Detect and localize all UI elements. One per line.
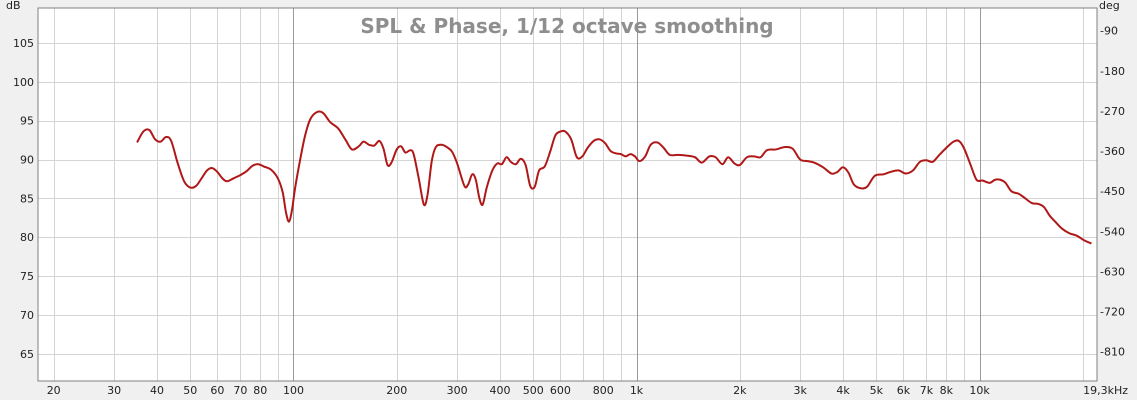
spl-series-line — [136, 110, 1092, 245]
y2-tick-label: -810 — [1100, 346, 1125, 359]
x-tick-label: 60 — [210, 384, 224, 397]
x-tick-label: 40 — [150, 384, 164, 397]
y2-tick-label: -270 — [1100, 105, 1125, 118]
y-tick-label: 75 — [20, 270, 34, 283]
x-tick-label: 100 — [283, 384, 304, 397]
x-tick-label: 500 — [523, 384, 544, 397]
y-tick-label: 65 — [20, 348, 34, 361]
y-axis-unit-label: dB — [6, 0, 21, 12]
x-tick-label: 5k — [870, 384, 884, 397]
x-tick-label: 6k — [897, 384, 911, 397]
plot-border — [37, 7, 1098, 382]
x-tick-label: 30 — [107, 384, 121, 397]
y2-axis-unit-label: deg — [1099, 0, 1120, 12]
x-tick-label: 50 — [183, 384, 197, 397]
y-tick-label: 90 — [20, 154, 34, 167]
x-tick-label: 20 — [47, 384, 61, 397]
y2-tick-label: -540 — [1100, 225, 1125, 238]
y2-tick-label: -180 — [1100, 65, 1125, 78]
x-tick-label: 200 — [386, 384, 407, 397]
y-axis-ticks: 65 70 75 80 85 90 95 100 105 — [13, 37, 34, 361]
x-axis-ticks: 20 30 40 50 60 70 80 100 200 300 400 500 600 800 1k 2k 3… — [47, 384, 1129, 397]
y-tick-label: 80 — [20, 231, 34, 244]
y2-tick-label: -720 — [1100, 305, 1125, 318]
x-tick-label: 7k — [920, 384, 934, 397]
plot-area — [38, 8, 1097, 381]
y-tick-label: 85 — [20, 192, 34, 205]
series-layer — [136, 110, 1092, 245]
y2-tick-label: -630 — [1100, 265, 1125, 278]
x-tick-label: 70 — [233, 384, 247, 397]
x-tick-label: 8k — [940, 384, 954, 397]
y-tick-label: 100 — [13, 76, 34, 89]
x-tick-label: 300 — [447, 384, 468, 397]
y2-tick-label: -450 — [1100, 185, 1125, 198]
y2-axis-ticks: -810 -720 -630 -540 -450 -360 -270 -180 -90 — [1100, 25, 1125, 359]
y2-tick-label: -90 — [1100, 25, 1118, 38]
x-tick-label: 400 — [489, 384, 510, 397]
x-tick-label: 10k — [969, 384, 990, 397]
x-tick-label: 1k — [630, 384, 644, 397]
chart-title: SPL & Phase, 1/12 octave smoothing — [360, 14, 773, 38]
y2-tick-label: -360 — [1100, 145, 1125, 158]
x-tick-label: 600 — [550, 384, 571, 397]
y-tick-label: 105 — [13, 37, 34, 50]
y-tick-label: 70 — [20, 309, 34, 322]
x-tick-label: 800 — [593, 384, 614, 397]
x-tick-label: 80 — [253, 384, 267, 397]
x-tick-label: 3k — [793, 384, 807, 397]
y-tick-label: 95 — [20, 115, 34, 128]
grid — [38, 8, 1097, 381]
x-tick-label: 2k — [733, 384, 747, 397]
x-tick-label: 4k — [836, 384, 850, 397]
x-tick-label: 19,3kHz — [1083, 384, 1128, 397]
